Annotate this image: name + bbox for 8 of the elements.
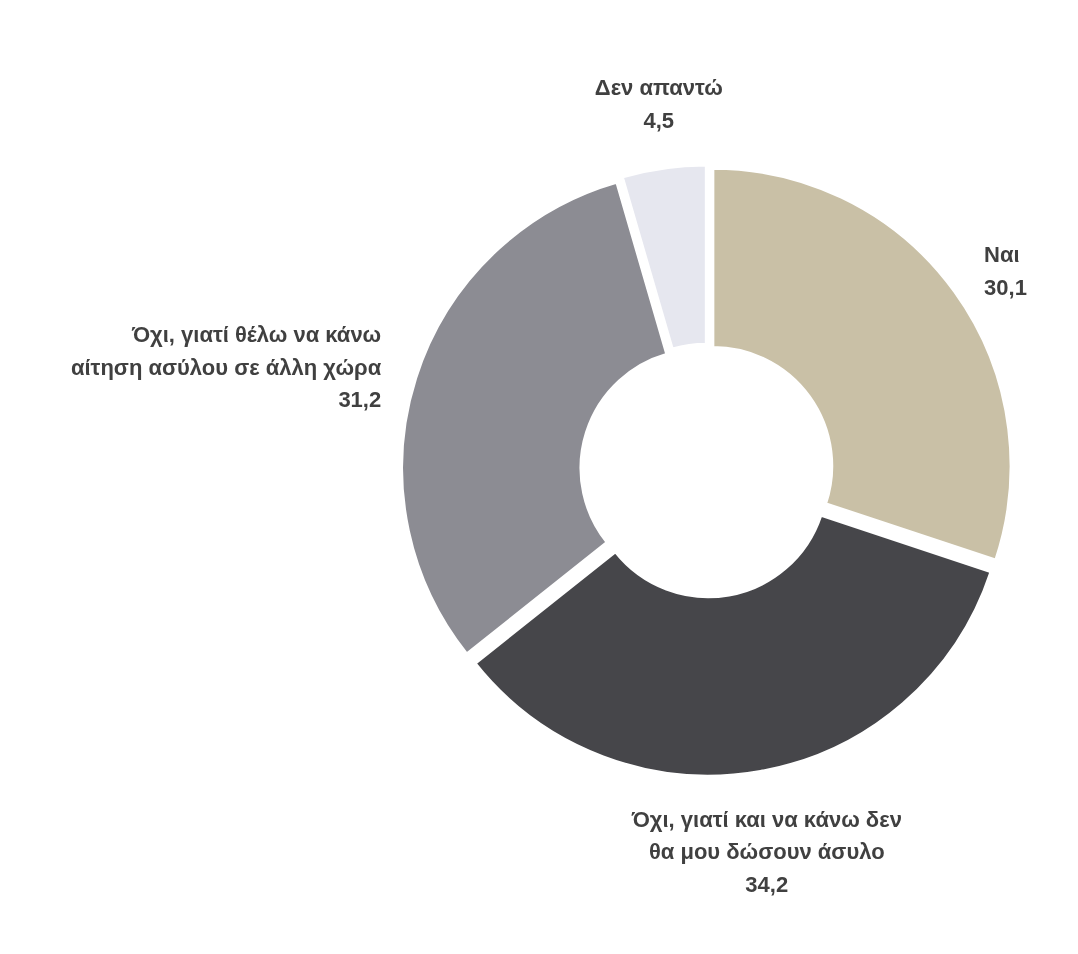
slice-label: Δεν απαντώ xyxy=(594,75,723,101)
data-label: 4,5 xyxy=(643,107,675,133)
slice-label: Όχι, γιατί και να κάνω δεν θα μου δώσουν άσυλο xyxy=(630,806,902,865)
slice-label: Όχι, γιατί θέλω να κάνω αίτηση ασύλου σε άλλη χώρα xyxy=(70,322,382,380)
data-label: 34,2 xyxy=(745,871,789,897)
data-label: 30,1 xyxy=(984,274,1027,300)
data-label: 31,2 xyxy=(338,387,382,413)
slice-label: Ναι xyxy=(984,242,1020,268)
